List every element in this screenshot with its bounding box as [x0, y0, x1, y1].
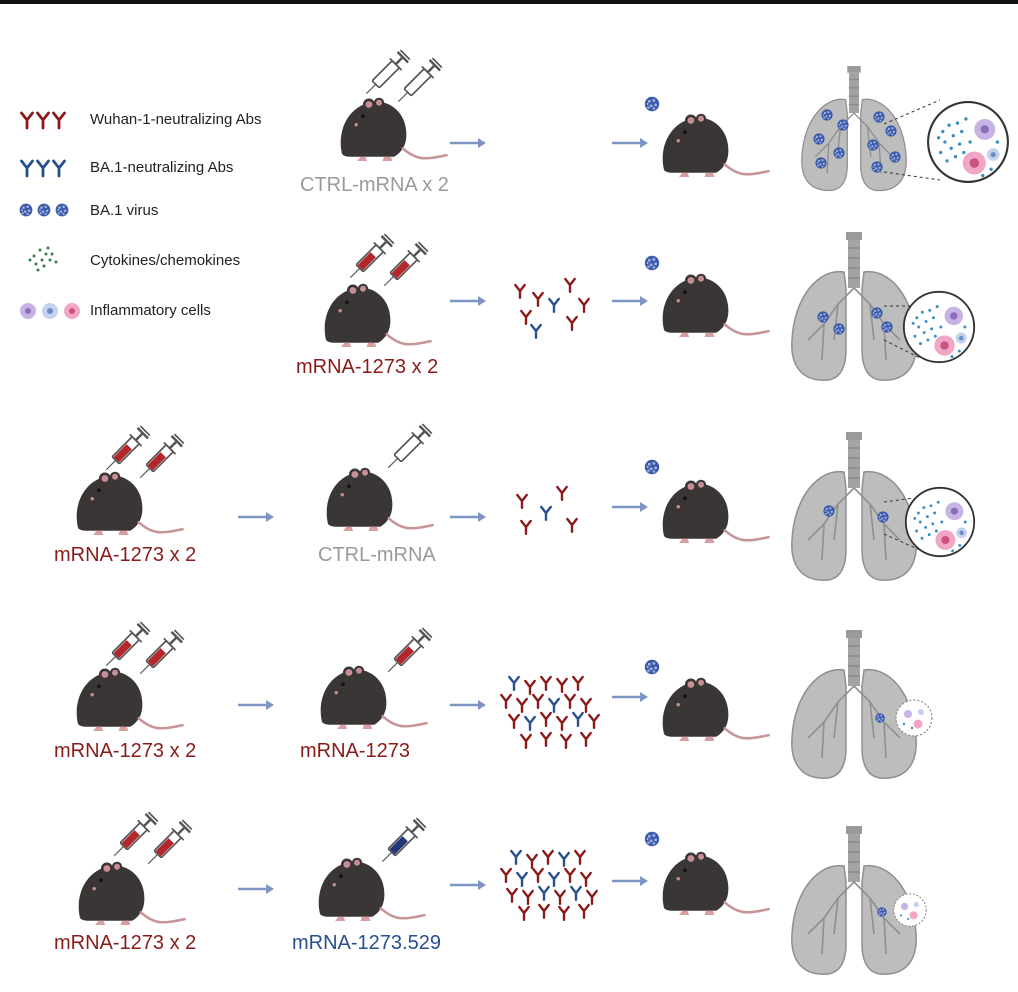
arrow-icon: [610, 294, 650, 308]
inflammation-zoom-icon: [927, 101, 1009, 183]
inflammation-zoom-icon: [904, 486, 976, 558]
arrow-icon: [610, 136, 650, 150]
virus-icon: [644, 96, 660, 112]
legend-inflammatory-cells-icon: [20, 303, 80, 319]
arrow-icon: [448, 294, 488, 308]
antibody-cluster: [514, 277, 590, 340]
syringe-icon: [133, 431, 187, 485]
legend-label-inflammatory-cells: Inflammatory cells: [90, 302, 211, 319]
syringe-icon: [99, 423, 153, 477]
arrow-icon: [610, 690, 650, 704]
inflammation-zoom-icon: [895, 699, 933, 737]
legend-label-cytokines: Cytokines/chemokines: [90, 252, 241, 269]
row-4-1273-boost: [75, 619, 933, 779]
syringe-icon: [133, 627, 187, 681]
row-2-prime-only: [323, 231, 976, 381]
mouse-icon: [75, 470, 184, 537]
virus-icon: [875, 713, 885, 723]
syringe-icon: [107, 809, 161, 863]
row-5-529-boost: [77, 809, 927, 975]
arrow-icon: [236, 882, 276, 896]
row-3-ctrl-boost: [75, 421, 976, 581]
caption-row3-prime: mRNA-1273 x 2: [54, 544, 197, 566]
legend-label-ba1-virus: BA.1 virus: [90, 202, 159, 219]
syringe-icon: [99, 619, 153, 673]
arrow-icon: [448, 136, 488, 150]
arrow-icon: [610, 874, 650, 888]
row-1-ctrl: [339, 47, 1009, 192]
mouse-icon: [325, 466, 434, 533]
virus-icon: [644, 459, 660, 475]
virus-icon: [877, 907, 887, 917]
syringe-icon: [359, 47, 413, 101]
mouse-icon: [319, 664, 428, 731]
syringe-icon: [141, 817, 195, 871]
legend: [19, 111, 80, 319]
top-rule: [0, 0, 1018, 4]
arrow-icon: [236, 510, 276, 524]
syringe-icon: [391, 55, 445, 109]
arrow-icon: [448, 698, 488, 712]
antibody-cluster: [500, 675, 600, 750]
virus-icon: [644, 659, 660, 675]
legend-virus-icon: [19, 203, 69, 217]
legend-ba1-abs-icon: [20, 159, 66, 178]
mouse-icon: [317, 856, 426, 923]
syringe-icon: [377, 239, 431, 293]
arrow-icon: [448, 510, 488, 524]
inflammation-zoom-icon: [902, 290, 976, 364]
caption-row4-prime: mRNA-1273 x 2: [54, 740, 197, 762]
arrow-icon: [448, 878, 488, 892]
caption-row5-prime: mRNA-1273 x 2: [54, 932, 197, 954]
caption-row5-boost: mRNA-1273.529: [292, 932, 441, 954]
lungs-icon: [791, 629, 917, 779]
mouse-icon: [661, 850, 770, 917]
syringe-icon: [375, 815, 429, 869]
mouse-icon: [661, 478, 770, 545]
virus-icon: [644, 255, 660, 271]
arrow-icon: [610, 500, 650, 514]
mouse-icon: [75, 666, 184, 733]
legend-cytokines-icon: [28, 246, 58, 272]
syringe-icon: [381, 625, 435, 679]
legend-wuhan-abs-icon: [20, 111, 66, 130]
mouse-icon: [339, 96, 448, 163]
caption-row1-prime: CTRL-mRNA x 2: [300, 174, 449, 196]
syringe-icon: [343, 231, 397, 285]
mouse-icon: [661, 272, 770, 339]
mouse-icon: [77, 860, 186, 927]
syringe-icon: [381, 421, 435, 475]
legend-label-wuhan-abs: Wuhan-1-neutralizing Abs: [90, 111, 262, 128]
caption-row2-prime: mRNA-1273 x 2: [296, 356, 439, 378]
virus-icon: [644, 831, 660, 847]
arrow-icon: [236, 698, 276, 712]
antibody-cluster: [500, 849, 598, 922]
legend-label-ba1-abs: BA.1-neutralizing Abs: [90, 159, 234, 176]
caption-row3-boost: CTRL-mRNA: [318, 544, 436, 566]
inflammation-zoom-icon: [893, 893, 927, 927]
mouse-icon: [323, 282, 432, 349]
mouse-icon: [661, 676, 770, 743]
lungs-icon: [791, 431, 917, 581]
mouse-icon: [661, 112, 770, 179]
caption-row4-boost: mRNA-1273: [300, 740, 411, 762]
antibody-cluster: [516, 485, 578, 536]
